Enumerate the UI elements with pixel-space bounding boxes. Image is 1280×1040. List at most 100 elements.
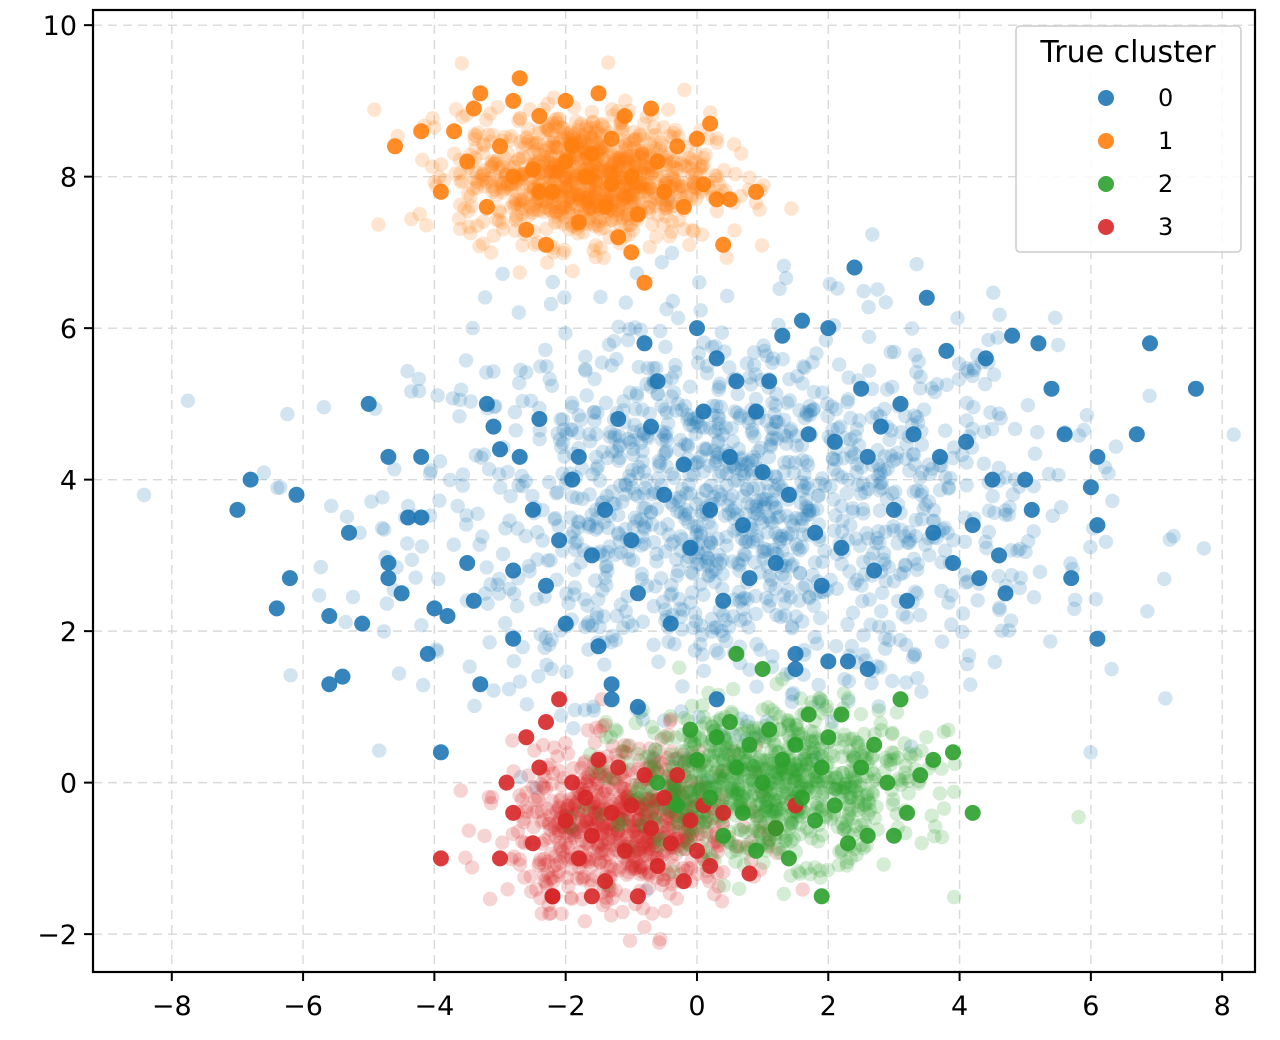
series-0-highlight-point: [1004, 327, 1021, 344]
series-0-point: [1007, 421, 1023, 437]
series-2-highlight-point: [859, 827, 876, 844]
series-1-point: [447, 146, 462, 161]
series-0-point: [685, 585, 700, 600]
series-0-point: [1026, 590, 1042, 605]
series-0-point: [693, 491, 708, 507]
series-0-point: [635, 402, 650, 417]
series-1-point: [694, 158, 709, 174]
series-0-point: [689, 524, 705, 539]
series-0-point: [826, 523, 842, 538]
series-0-point: [800, 501, 815, 516]
series-0-point: [680, 407, 695, 422]
series-0-point: [849, 531, 864, 546]
series-0-point: [616, 394, 631, 409]
series-0-point: [955, 624, 970, 640]
series-0-point: [612, 450, 628, 465]
series-1-highlight-point: [603, 176, 620, 193]
series-0-point: [778, 271, 794, 286]
series-0-point: [852, 413, 867, 428]
series-2-highlight-point: [866, 736, 883, 753]
series-0-point: [862, 592, 877, 607]
series-0-point: [967, 362, 982, 378]
series-0-point: [1101, 466, 1116, 481]
series-1-highlight-point: [557, 153, 574, 170]
series-0-point: [637, 464, 652, 479]
series-0-highlight-point: [662, 615, 679, 632]
series-0-point: [452, 409, 467, 424]
series-0-point: [747, 429, 762, 444]
series-0-point: [708, 339, 723, 354]
series-0-point: [511, 305, 526, 320]
series-0-point: [925, 513, 941, 528]
series-0-point: [1108, 439, 1124, 454]
series-0-point: [957, 567, 972, 582]
series-0-point: [671, 563, 686, 579]
series-0-point: [674, 704, 689, 719]
y-tick-label: 0: [60, 769, 77, 800]
series-1-point: [638, 152, 653, 167]
series-0-point: [422, 466, 438, 481]
series-0-point: [907, 408, 922, 423]
series-0-highlight-point: [636, 335, 653, 352]
series-2-highlight-point: [741, 736, 758, 753]
series-0-point: [455, 467, 471, 482]
series-0-highlight-point: [997, 585, 1014, 602]
series-0-point: [908, 347, 923, 363]
series-0-point: [905, 649, 921, 665]
series-0-point: [732, 410, 747, 426]
series-0-point: [432, 493, 447, 508]
series-0-point: [765, 355, 780, 370]
series-0-point: [872, 503, 888, 518]
series-2-highlight-point: [885, 827, 902, 844]
series-0-highlight-point: [242, 471, 259, 488]
series-1-point: [559, 179, 574, 194]
series-1-point: [556, 193, 571, 208]
series-0-point: [556, 422, 571, 437]
series-0-point: [622, 468, 637, 484]
series-0-point: [801, 503, 817, 519]
series-0-point: [567, 702, 583, 718]
series-0-point: [799, 499, 814, 514]
series-0-point: [472, 537, 487, 552]
series-1-point: [565, 264, 581, 279]
series-0-point: [364, 494, 379, 509]
series-2-highlight-point: [721, 714, 738, 730]
series-0-point: [475, 529, 490, 544]
series-0-point: [998, 507, 1013, 522]
series-0-point: [684, 565, 699, 580]
series-0-point: [703, 535, 719, 550]
series-0-point: [582, 519, 597, 535]
series-0-point: [885, 379, 900, 395]
series-0-point: [565, 399, 580, 414]
series-0-point: [705, 564, 720, 579]
series-0-point: [845, 501, 860, 516]
series-0-point: [840, 472, 856, 487]
series-0-point: [626, 553, 641, 568]
series-0-point: [732, 557, 747, 573]
series-2-point: [739, 718, 754, 734]
series-0-point: [744, 499, 759, 514]
series-0-point: [481, 462, 497, 477]
series-0-point: [574, 412, 589, 427]
series-0-point: [537, 640, 552, 655]
series-3-point: [597, 854, 612, 869]
series-0-point: [649, 554, 664, 569]
series-0-point: [1140, 604, 1155, 619]
series-2-point: [861, 806, 876, 822]
series-2-highlight-point: [780, 850, 797, 867]
series-0-point: [698, 442, 713, 457]
series-0-point: [914, 487, 929, 503]
series-0-point: [836, 451, 851, 466]
series-0-highlight-point: [689, 320, 705, 337]
series-0-point: [706, 443, 722, 459]
series-0-point: [1158, 691, 1173, 706]
series-1-point: [494, 185, 510, 200]
series-0-point: [655, 594, 671, 610]
series-2-point: [708, 765, 723, 780]
series-0-point: [941, 480, 956, 495]
series-0-point: [681, 477, 696, 493]
series-0-point: [578, 349, 593, 364]
series-0-point: [960, 364, 976, 379]
series-0-point: [736, 468, 752, 483]
